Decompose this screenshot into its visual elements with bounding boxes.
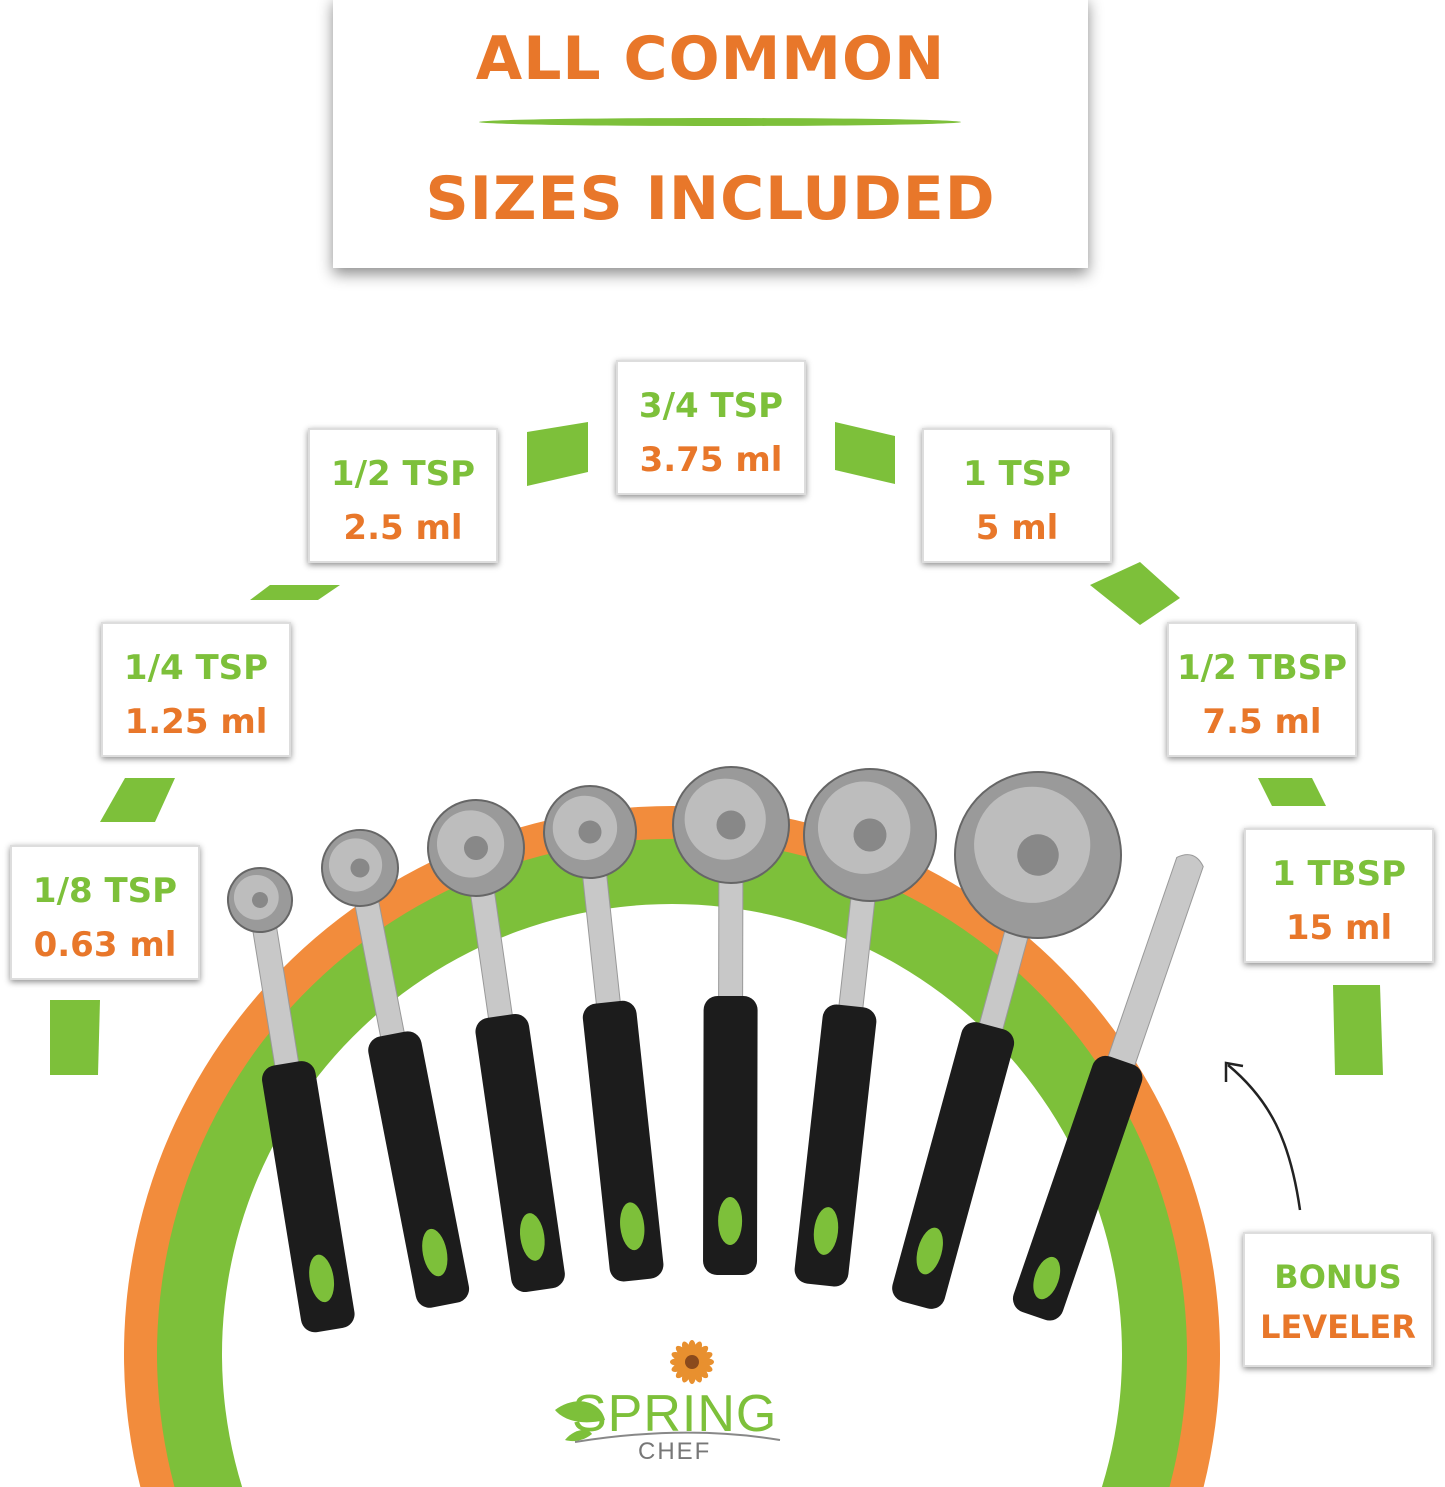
spoon-handle [794, 1004, 877, 1287]
size-volume: 1.25 ml [124, 702, 268, 742]
size-volume: 5 ml [975, 508, 1059, 548]
logo-underline [574, 1431, 781, 1443]
size-name: 1/2 TBSP [1176, 648, 1348, 688]
connector-segments [50, 422, 1383, 1075]
petal [671, 1351, 689, 1363]
measuring-spoon [427, 799, 565, 1293]
size-name: 1/4 TSP [123, 648, 269, 688]
petal [681, 1341, 693, 1359]
size-name: 1/2 TSP [330, 454, 476, 494]
handle-slot [519, 1213, 545, 1261]
spring-chef-logo: SPRING CHEF [550, 1340, 790, 1470]
handle-slot [422, 1228, 448, 1277]
size-label-1-2-tsp: 1/2 TSP 2.5 ml [308, 428, 498, 563]
size-label-3-4-tsp: 3/4 TSP 3.75 ml [616, 360, 806, 495]
petal [691, 1341, 703, 1359]
size-volume: 0.63 ml [33, 925, 177, 965]
spoon-handle [703, 995, 758, 1276]
size-label-1-tbsp: 1 TBSP 15 ml [1244, 828, 1434, 963]
size-name: 1 TSP [962, 454, 1072, 494]
arrow-head-icon [1224, 1061, 1244, 1082]
measuring-spoon [672, 766, 790, 1276]
spoon-handle [368, 1031, 470, 1308]
spoon-handle [475, 1013, 565, 1293]
spoon-handle [262, 1061, 355, 1333]
handle-slot [718, 1197, 743, 1245]
headline-line1: ALL COMMON [475, 24, 946, 94]
headline-line2: SIZES INCLUDED [425, 164, 996, 234]
handle-slot [309, 1254, 335, 1303]
size-volume: 15 ml [1285, 908, 1393, 948]
headline-banner: ALL COMMON SIZES INCLUDED [333, 0, 1088, 268]
bonus-line2: LEVELER [1260, 1308, 1416, 1346]
handle-slot [916, 1227, 943, 1275]
handle-slot [620, 1202, 645, 1251]
size-name: 3/4 TSP [638, 386, 784, 426]
handle-slot [813, 1207, 839, 1255]
leveler-tool [1012, 854, 1204, 1321]
headline-divider [479, 118, 961, 126]
petal [695, 1361, 713, 1373]
spoon-set [227, 766, 1204, 1333]
size-label-1-8-tsp: 1/8 TSP 0.63 ml [10, 845, 200, 980]
bonus-leveler-label: BONUS LEVELER [1243, 1232, 1433, 1367]
size-volume: 2.5 ml [343, 508, 463, 548]
measuring-spoon [321, 829, 470, 1308]
sunflower-logo-icon [670, 1340, 714, 1384]
size-name: 1/8 TSP [32, 871, 178, 911]
measuring-spoon [543, 785, 664, 1282]
measuring-spoon [227, 867, 355, 1333]
arrow-icon [1227, 1064, 1302, 1211]
logo-word-chef: CHEF [636, 1438, 714, 1466]
size-name: 1 TBSP [1271, 854, 1406, 894]
white-arc-center [222, 904, 1123, 1487]
small-leaf-icon [565, 1430, 592, 1442]
logo-word-spring: SPRING [572, 1385, 778, 1443]
spoon-handle [582, 1000, 664, 1282]
size-label-1-2-tbsp: 1/2 TBSP 7.5 ml [1167, 622, 1357, 757]
petal [681, 1365, 693, 1383]
leaf-icon [555, 1401, 605, 1423]
bonus-line1: BONUS [1274, 1258, 1402, 1296]
size-volume: 3.75 ml [639, 440, 783, 480]
size-label-1-tsp: 1 TSP 5 ml [922, 428, 1112, 563]
size-label-1-4-tsp: 1/4 TSP 1.25 ml [101, 622, 291, 757]
measuring-spoon [794, 768, 937, 1287]
measuring-spoon [892, 771, 1122, 1309]
size-volume: 7.5 ml [1202, 702, 1322, 742]
